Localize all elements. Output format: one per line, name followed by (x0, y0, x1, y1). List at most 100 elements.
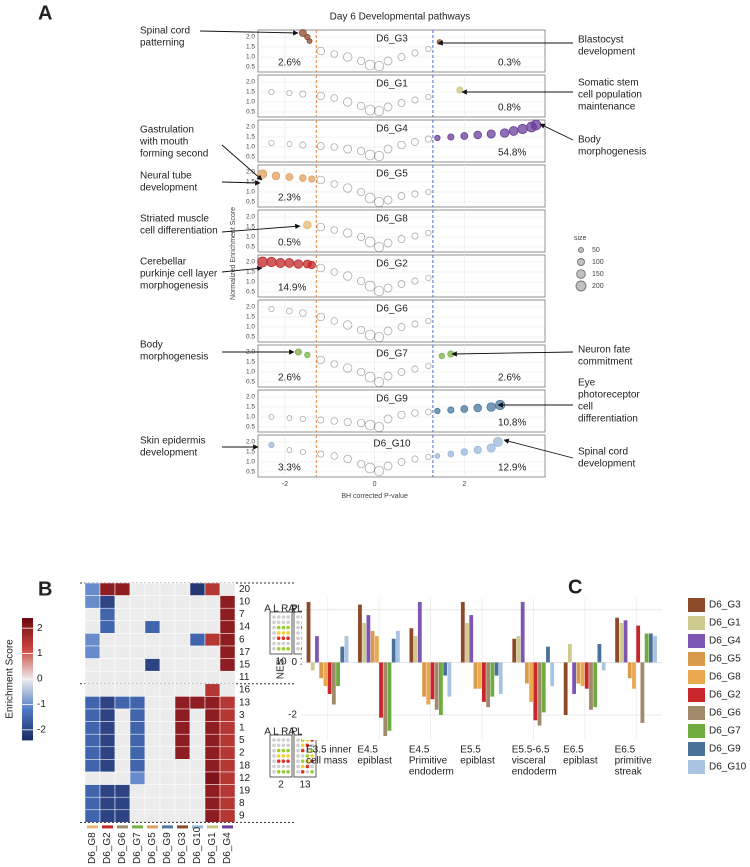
point (317, 450, 325, 458)
bar (362, 622, 367, 663)
heat-cell (144, 633, 161, 647)
colorbar-step (22, 630, 33, 633)
bar (383, 662, 388, 737)
point (364, 59, 376, 71)
annotation-arrow (451, 351, 574, 357)
heat-cell (159, 645, 176, 659)
annotation: purkinje cell layer (140, 269, 218, 280)
inset-dot (276, 641, 281, 646)
heat-cell (114, 771, 131, 785)
column-label: D6_G1 (207, 832, 218, 864)
x-tick-label: epiblast (357, 756, 392, 767)
column-color (102, 825, 113, 829)
colorbar-step (22, 654, 33, 658)
point (357, 418, 366, 428)
point (357, 325, 366, 335)
bar (439, 662, 443, 716)
y-tick-label: 0.5 (246, 199, 255, 206)
inset-dot (286, 748, 290, 753)
colorbar-step (22, 668, 33, 672)
percent-label: 0.8% (498, 103, 521, 114)
y-tick-label: 1.5 (246, 314, 255, 321)
heat-cell (84, 658, 101, 672)
bar (516, 636, 521, 663)
annotation: development (140, 448, 197, 459)
heat-cell (129, 670, 146, 685)
column-color (177, 825, 188, 829)
inset-dot (276, 743, 281, 748)
colorbar-step (22, 705, 33, 708)
inset-label: 2 (278, 780, 284, 791)
x-tick-label: streak (615, 767, 643, 778)
inset-dot (276, 759, 281, 763)
heat-cell (189, 746, 206, 760)
bar (379, 662, 383, 718)
point (397, 410, 406, 420)
heat-cell (159, 620, 176, 634)
heat-cell (114, 607, 131, 622)
row-label: 6 (239, 634, 245, 645)
enriched-point (438, 352, 445, 360)
enriched-point (257, 169, 268, 179)
legend-title: size (574, 235, 587, 242)
heat-cell (159, 721, 176, 735)
bar (387, 662, 392, 731)
heat-cell (144, 595, 161, 609)
bar (546, 646, 550, 663)
heat-cell (144, 645, 161, 659)
point (424, 135, 432, 143)
heat-cell (174, 721, 191, 735)
inset-dot (286, 631, 290, 635)
facet-label: D6_G1 (376, 79, 408, 90)
colorbar-label: -2 (37, 724, 46, 735)
heat-cell (219, 708, 236, 722)
bar (447, 662, 452, 697)
column-color (117, 825, 128, 829)
legend-size (577, 258, 585, 266)
bar (572, 662, 577, 694)
percent-label: 3.3% (278, 463, 301, 474)
annotation: Neuron fate (578, 345, 631, 356)
enriched-point (447, 406, 455, 414)
y-tick-label: 0.5 (246, 109, 255, 116)
annotation: development (578, 459, 635, 470)
inset-dot (296, 754, 300, 758)
colorbar-step (22, 628, 33, 631)
colorbar-step (22, 685, 33, 688)
inset-dot (300, 743, 305, 748)
facet-label: D6_G4 (376, 124, 408, 135)
legend-swatch (688, 688, 705, 702)
annotation: Blastocyst (578, 35, 624, 46)
enriched-point (499, 128, 510, 138)
point (397, 99, 406, 107)
colorbar-step (22, 719, 33, 723)
y-tick-label: 2.0 (246, 79, 255, 86)
heat-cell (114, 759, 131, 773)
inset-dot (296, 743, 300, 748)
y-tick-label: 0 (291, 657, 297, 668)
heat-cell (99, 633, 116, 647)
y-tick-label: 1.0 (246, 459, 255, 466)
y-tick-label: 1.5 (246, 404, 255, 411)
y-tick-label: -2 (288, 710, 297, 721)
facet-label: D6_G3 (376, 34, 408, 45)
bar (615, 617, 619, 663)
point (383, 195, 393, 205)
point (330, 317, 338, 325)
heat-cell (204, 582, 221, 596)
enriched-point (434, 407, 441, 415)
point (343, 363, 353, 373)
colorbar-step (22, 618, 33, 621)
point (286, 307, 293, 315)
heat-cell (144, 607, 161, 622)
point (374, 285, 385, 297)
point (397, 368, 406, 376)
heat-cell (189, 620, 206, 634)
y-tick-label: 1.0 (246, 279, 255, 286)
heat-cell (159, 771, 176, 785)
heat-cell (114, 582, 131, 596)
y-tick-label: 2.0 (246, 214, 255, 221)
colorbar-step (22, 658, 33, 662)
annotation: maintenance (578, 102, 636, 113)
colorbar-step (22, 715, 33, 719)
